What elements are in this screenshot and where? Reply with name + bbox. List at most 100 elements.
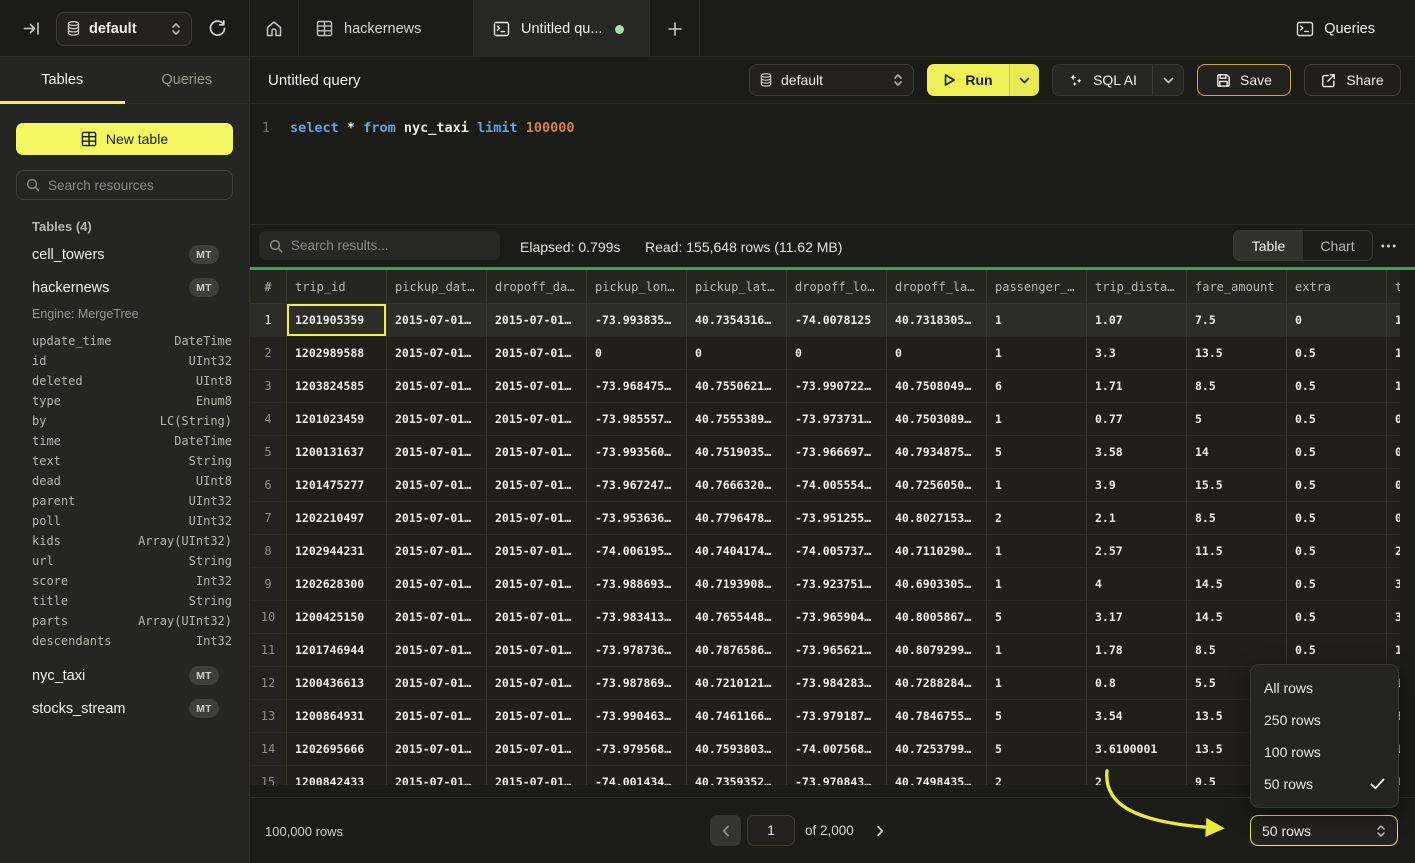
run-options-caret[interactable] <box>1009 64 1039 96</box>
table-cell[interactable]: 11.5 <box>1187 535 1287 568</box>
table-cell[interactable]: 14.5 <box>1187 568 1287 601</box>
table-cell[interactable]: 1 <box>987 535 1087 568</box>
page-size-option[interactable]: 100 rows <box>1251 736 1398 768</box>
table-cell[interactable]: 2015-07-01… <box>487 337 587 370</box>
page-size-selector[interactable]: 50 rows <box>1250 815 1398 846</box>
table-cell[interactable]: 0.5 <box>1287 634 1387 667</box>
table-cell[interactable]: 40.7461166… <box>687 700 787 733</box>
table-cell[interactable]: 2015-07-01… <box>387 568 487 601</box>
table-cell[interactable]: 1 <box>987 667 1087 700</box>
table-cell[interactable]: 40.7876586… <box>687 634 787 667</box>
table-cell[interactable]: 40.7318305… <box>887 304 987 337</box>
table-cell[interactable]: 3.17 <box>1087 601 1187 634</box>
sidebar-tab-queries[interactable]: Queries <box>125 57 250 103</box>
new-tab-button[interactable] <box>650 0 700 57</box>
table-cell[interactable]: 1.66 <box>1387 304 1400 337</box>
table-cell[interactable]: 2 <box>987 766 1087 785</box>
table-cell[interactable]: -74.007568… <box>787 733 887 766</box>
table-cell[interactable]: 8.5 <box>1187 502 1287 535</box>
table-cell[interactable]: 1 <box>987 403 1087 436</box>
table-cell[interactable]: 1.71 <box>1087 370 1187 403</box>
table-cell[interactable]: 1202628300 <box>287 568 387 601</box>
table-cell[interactable]: 40.7550621… <box>687 370 787 403</box>
row-number[interactable]: 11 <box>250 634 287 667</box>
column-header-trip_dista[interactable]: trip_dista… <box>1087 270 1187 304</box>
page-size-option[interactable]: 50 rows <box>1251 768 1398 800</box>
table-cell[interactable]: 1201746944 <box>287 634 387 667</box>
table-cell[interactable]: 0 <box>1387 469 1400 502</box>
table-cell[interactable]: 40.7210121… <box>687 667 787 700</box>
database-selector[interactable]: default <box>56 11 192 46</box>
row-number[interactable]: 6 <box>250 469 287 502</box>
row-number[interactable]: 7 <box>250 502 287 535</box>
table-cell[interactable]: -73.987869… <box>587 667 687 700</box>
column-header-dropoff_lo[interactable]: dropoff_lo… <box>787 270 887 304</box>
page-size-option[interactable]: All rows <box>1251 672 1398 704</box>
table-cell[interactable]: 0 <box>1387 403 1400 436</box>
table-cell[interactable]: -73.968475… <box>587 370 687 403</box>
new-table-button[interactable]: New table <box>16 123 233 155</box>
results-search-input[interactable] <box>291 238 481 253</box>
table-cell[interactable]: -73.970843… <box>787 766 887 785</box>
table-cell[interactable]: 0.5 <box>1287 568 1387 601</box>
table-cell[interactable]: 3.54 <box>1087 700 1187 733</box>
table-cell[interactable]: 2015-07-01… <box>487 766 587 785</box>
table-item-cell_towers[interactable]: cell_towers MT <box>0 238 249 271</box>
table-cell[interactable]: 2015-07-01… <box>387 469 487 502</box>
table-cell[interactable]: 40.7508049… <box>887 370 987 403</box>
table-cell[interactable]: 2015-07-01… <box>487 502 587 535</box>
table-cell[interactable]: 40.7110290… <box>887 535 987 568</box>
column-header-tip_amount[interactable]: tip_amount <box>1387 270 1400 304</box>
table-cell[interactable]: 0 <box>1387 502 1400 535</box>
table-cell[interactable]: 2015-07-01… <box>387 700 487 733</box>
row-number[interactable]: 12 <box>250 667 287 700</box>
table-cell[interactable]: 4 <box>1087 568 1187 601</box>
table-cell[interactable]: 1203824585 <box>287 370 387 403</box>
table-cell[interactable]: 0 <box>687 337 787 370</box>
table-cell[interactable]: -73.978736… <box>587 634 687 667</box>
table-cell[interactable]: 0 <box>887 337 987 370</box>
table-cell[interactable]: -73.979568… <box>587 733 687 766</box>
column-header-dropoff_la[interactable]: dropoff_la… <box>887 270 987 304</box>
table-cell[interactable]: 2015-07-01… <box>387 370 487 403</box>
table-cell[interactable]: 2015-07-01… <box>487 403 587 436</box>
table-cell[interactable]: -74.005554… <box>787 469 887 502</box>
table-cell[interactable]: 1202944231 <box>287 535 387 568</box>
table-cell[interactable]: 2015-07-01… <box>387 667 487 700</box>
table-cell[interactable]: -73.966697… <box>787 436 887 469</box>
collapse-sidebar-icon[interactable] <box>20 18 42 40</box>
table-cell[interactable]: 2015-07-01… <box>487 370 587 403</box>
table-cell[interactable]: 3.6100001 <box>1087 733 1187 766</box>
table-cell[interactable]: 0.5 <box>1287 601 1387 634</box>
table-cell[interactable]: 2015-07-01… <box>387 502 487 535</box>
table-cell[interactable]: 5 <box>987 700 1087 733</box>
table-cell[interactable]: 1201023459 <box>287 403 387 436</box>
table-item-nyc_taxi[interactable]: nyc_taxi MT <box>0 659 249 692</box>
table-cell[interactable]: 1 <box>987 304 1087 337</box>
table-cell[interactable]: 5 <box>987 733 1087 766</box>
table-cell[interactable]: -73.984283… <box>787 667 887 700</box>
table-cell[interactable]: 40.6903305… <box>887 568 987 601</box>
table-cell[interactable]: 6 <box>987 370 1087 403</box>
table-cell[interactable]: 3 <box>1387 601 1400 634</box>
row-number[interactable]: 1 <box>250 304 287 337</box>
table-cell[interactable]: 1200425150 <box>287 601 387 634</box>
row-number[interactable]: 9 <box>250 568 287 601</box>
column-header-rownum[interactable]: # <box>250 270 287 304</box>
table-cell[interactable]: 2015-07-01… <box>487 535 587 568</box>
table-cell[interactable]: 2 <box>987 502 1087 535</box>
table-cell[interactable]: 0.5 <box>1287 403 1387 436</box>
table-cell[interactable]: 40.7796478… <box>687 502 787 535</box>
table-cell[interactable]: -73.979187… <box>787 700 887 733</box>
table-cell[interactable]: -73.983413… <box>587 601 687 634</box>
table-cell[interactable]: 2015-07-01… <box>487 304 587 337</box>
table-cell[interactable]: 40.7503089… <box>887 403 987 436</box>
table-cell[interactable]: -73.967247… <box>587 469 687 502</box>
table-cell[interactable]: 0 <box>587 337 687 370</box>
table-cell[interactable]: 2015-07-01… <box>487 568 587 601</box>
table-cell[interactable]: 0.5 <box>1287 469 1387 502</box>
table-cell[interactable]: 1.46 <box>1387 337 1400 370</box>
table-cell[interactable]: 0.5 <box>1287 337 1387 370</box>
table-cell[interactable]: -74.006195… <box>587 535 687 568</box>
sidebar-tab-tables[interactable]: Tables <box>0 57 125 104</box>
